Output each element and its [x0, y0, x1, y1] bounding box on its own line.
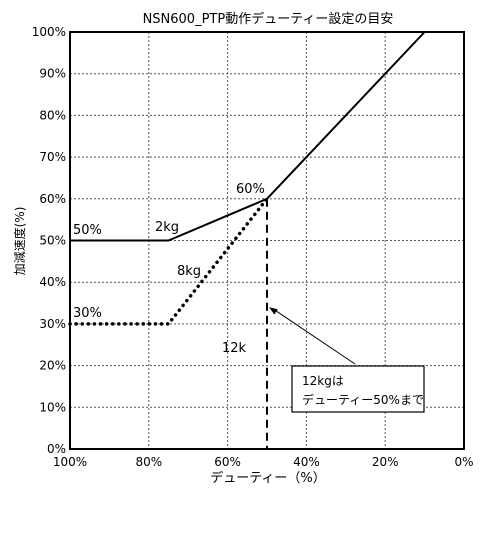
y-tick-label: 40% — [39, 275, 66, 289]
y-tick-label: 30% — [39, 317, 66, 331]
x-tick-label: 20% — [372, 455, 399, 469]
x-tick-label: 100% — [53, 455, 87, 469]
series-label-8kg: 8kg — [177, 264, 201, 279]
y-axis-label: 加減速度(%) — [12, 207, 27, 276]
x-tick-labels: 100% 80% 60% 40% 20% 0% — [53, 455, 474, 469]
annotation-50pct: 50% — [73, 223, 102, 238]
callout-box — [291, 365, 425, 413]
x-tick-label: 60% — [214, 455, 241, 469]
x-axis-label: デューティー（%） — [210, 470, 326, 486]
callout-line-2: デューティー50%まで — [302, 392, 424, 407]
callout-line-1: 12kgは — [302, 374, 344, 388]
callout-arrow-shaft — [274, 309, 356, 365]
y-tick-label: 80% — [39, 108, 66, 122]
y-tick-label: 70% — [39, 150, 66, 164]
y-tick-label: 60% — [39, 192, 66, 206]
y-tick-label: 100% — [32, 25, 66, 39]
series-label-2kg: 2kg — [155, 220, 179, 235]
y-tick-label: 20% — [39, 359, 66, 373]
series-line-8kg — [68, 197, 269, 326]
x-tick-label: 80% — [135, 455, 162, 469]
y-tick-label: 50% — [39, 234, 66, 248]
y-tick-label: 10% — [39, 400, 66, 414]
callout-arrow — [269, 307, 356, 365]
y-tick-label: 0% — [47, 442, 66, 456]
x-tick-label: 40% — [293, 455, 320, 469]
annotation-30pct: 30% — [73, 306, 102, 321]
x-tick-label: 0% — [454, 455, 473, 469]
annotation-60pct: 60% — [236, 182, 265, 197]
callout: 12kgは デューティー50%まで — [291, 365, 425, 413]
y-tick-label: 90% — [39, 67, 66, 81]
series-layer — [68, 31, 426, 449]
series-line-2kg — [70, 31, 426, 242]
callout-arrow-head — [269, 307, 278, 315]
series-label-12k: 12k — [222, 341, 247, 356]
y-tick-labels: 0% 10% 20% 30% 40% 50% 60% 70% 80% 90% 100% — [32, 25, 66, 456]
chart-title: NSN600_PTP動作デューティー設定の目安 — [143, 11, 394, 27]
